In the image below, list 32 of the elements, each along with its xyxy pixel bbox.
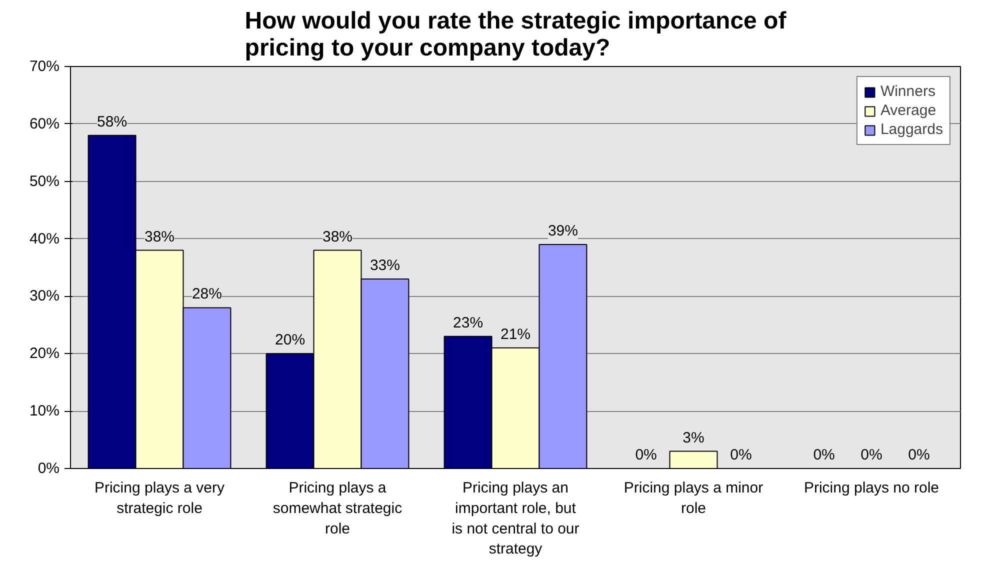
data-label: 0% <box>860 446 882 464</box>
data-label: 0% <box>635 446 657 464</box>
legend-label: Winners <box>880 83 936 100</box>
y-tick-label: 50% <box>29 172 60 190</box>
legend-label: Average <box>880 102 936 119</box>
x-tick-label: Pricing plays no role <box>804 480 940 496</box>
y-tick-label: 60% <box>29 115 60 132</box>
y-tick-label: 40% <box>29 230 60 248</box>
data-label: 58% <box>97 113 128 130</box>
y-tick-label: 0% <box>38 460 60 477</box>
y-tick-label: 30% <box>29 288 60 305</box>
data-label: 33% <box>370 256 400 274</box>
data-label: 38% <box>322 228 353 246</box>
data-label: 38% <box>144 228 175 246</box>
y-tick-label: 70% <box>29 58 60 75</box>
x-tick-label: Pricing plays an important role, but is not central to our strategy <box>452 480 580 558</box>
chart-title: How would you rate the strategic importance of pricing to your company today? <box>244 8 788 62</box>
data-label: 3% <box>682 429 704 446</box>
data-label: 0% <box>730 446 752 464</box>
x-tick-label: Pricing plays a minor role <box>624 480 764 517</box>
data-label: 21% <box>500 326 531 343</box>
data-label: 39% <box>548 222 578 240</box>
data-label: 0% <box>908 446 930 464</box>
legend-label: Laggards <box>880 121 943 138</box>
x-tick-label: Pricing plays a somewhat strategic role <box>272 480 403 538</box>
x-tick-label: Pricing plays a very strategic role <box>94 480 226 517</box>
data-label: 23% <box>453 314 484 332</box>
data-label: 0% <box>813 446 835 464</box>
data-label: 20% <box>275 332 306 349</box>
data-label: 28% <box>192 286 222 303</box>
y-tick-label: 20% <box>29 345 60 362</box>
y-tick-label: 10% <box>29 402 60 420</box>
